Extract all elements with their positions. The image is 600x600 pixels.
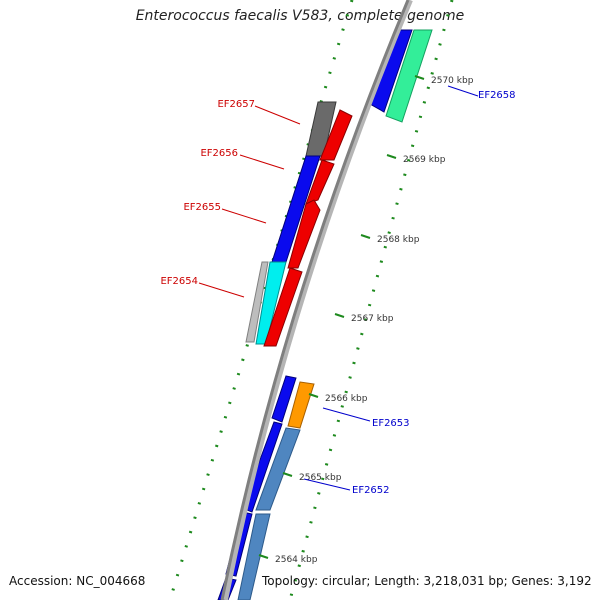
position-tick-label: 2564 kbp: [275, 555, 318, 565]
feature-block-red: [305, 159, 335, 205]
backbone-line: [220, 0, 410, 600]
gene-label-ef2653[interactable]: EF2653: [372, 418, 410, 429]
feature-block-orange: [287, 381, 315, 429]
gene-label-ef2655[interactable]: EF2655: [183, 202, 221, 213]
position-tick-label: 2569 kbp: [403, 155, 446, 165]
position-tick-mark: [258, 554, 269, 559]
feature-block-steelblue: [237, 513, 271, 600]
gene-label-leader: [447, 85, 479, 97]
gene-label-leader: [239, 154, 285, 170]
feature-block-red: [263, 267, 303, 347]
accession-text: Accession: NC_004668: [9, 574, 146, 588]
position-tick-mark: [282, 472, 293, 477]
position-tick-label: 2570 kbp: [431, 76, 474, 86]
feature-block-silver: [245, 261, 269, 343]
position-tick-mark: [334, 313, 345, 318]
gene-label-ef2652[interactable]: EF2652: [352, 485, 390, 496]
gene-label-leader: [198, 282, 245, 298]
feature-blocks: [217, 29, 433, 600]
gene-labels: EF2658 EF2657 EF2656 EF2655 EF2654 EF2653 EF26…: [160, 85, 516, 496]
backbone-track: [220, 0, 413, 600]
backbone-shadow: [222, 0, 413, 600]
position-tick-label: 2568 kbp: [377, 235, 420, 245]
gene-label-ef2654[interactable]: EF2654: [160, 276, 198, 287]
position-tick-label: 2567 kbp: [351, 314, 394, 324]
feature-block-red: [287, 199, 321, 269]
gene-label-leader: [322, 407, 371, 422]
position-tick-mark: [386, 154, 397, 159]
position-tick-label: 2566 kbp: [325, 394, 368, 404]
page-title: Enterococcus faecalis V583, complete gen…: [135, 8, 465, 24]
gene-label-ef2657[interactable]: EF2657: [217, 99, 255, 110]
gene-label-leader: [221, 208, 267, 224]
genome-stats-text: Topology: circular; Length: 3,218,031 bp…: [262, 574, 592, 588]
feature-block-blue: [271, 375, 297, 423]
position-tick-mark: [308, 393, 319, 398]
position-tick-mark: [360, 234, 371, 239]
gene-label-ef2656[interactable]: EF2656: [200, 148, 238, 159]
position-tick-label: 2565 kbp: [299, 473, 342, 483]
gene-label-leader: [254, 105, 301, 125]
gene-label-leader: [303, 478, 351, 491]
position-tick-mark: [414, 75, 425, 80]
feature-block-green: [385, 29, 433, 123]
feature-block-red: [319, 109, 353, 161]
gene-label-ef2658[interactable]: EF2658: [478, 90, 516, 101]
position-ticks: 2570 kbp 2569 kbp 2568 kbp 2567 kbp 2566 kbp…: [258, 75, 474, 565]
feature-block-steelblue: [255, 427, 301, 511]
